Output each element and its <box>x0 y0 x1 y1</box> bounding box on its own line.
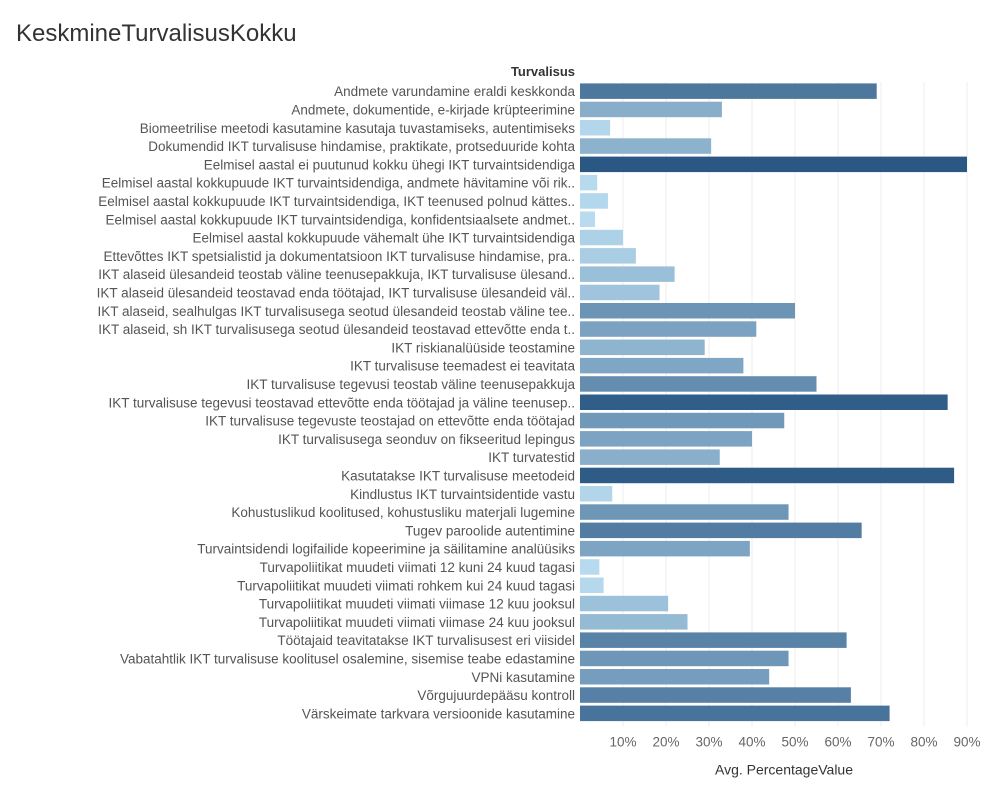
x-tick-label: 90% <box>953 735 980 750</box>
category-label: IKT turvatestid <box>488 450 575 465</box>
category-label: Andmete, dokumentide, e-kirjade krüpteer… <box>291 102 575 117</box>
bar[interactable] <box>580 486 613 502</box>
x-tick-label: 20% <box>652 735 679 750</box>
category-label: Kindlustus IKT turvaintsidentide vastu <box>350 487 575 502</box>
bar[interactable] <box>580 669 770 685</box>
category-label: Kasutatakse IKT turvalisuse meetodeid <box>341 468 575 483</box>
bar[interactable] <box>580 120 611 136</box>
category-label: IKT alaseid, sealhulgas IKT turvalisuseg… <box>97 304 575 319</box>
category-label: Dokumendid IKT turvalisuse hindamise, pr… <box>148 139 575 154</box>
bar[interactable] <box>580 339 705 356</box>
bar[interactable] <box>580 248 636 264</box>
category-label: IKT alaseid, sh IKT turvalisusega seotud… <box>98 322 575 337</box>
category-label: IKT turvalisusega seonduv on fikseeritud… <box>278 432 575 447</box>
category-label: IKT alaseid ülesandeid teostavad enda tö… <box>97 285 575 300</box>
bar[interactable] <box>580 595 669 612</box>
category-label: Vabatahtlik IKT turvalisuse koolitusel o… <box>120 651 575 666</box>
category-label: Turvaintsidendi logifailide kopeerimine … <box>197 542 575 557</box>
category-label: Biomeetrilise meetodi kasutamine kasutaj… <box>140 121 575 136</box>
category-label: Värskeimate tarkvara versioonide kasutam… <box>302 706 575 721</box>
bar[interactable] <box>580 211 596 228</box>
category-label: Turvapoliitikat muudeti viimati viimase … <box>259 615 575 630</box>
bar[interactable] <box>580 467 955 484</box>
category-label: VPNi kasutamine <box>471 670 575 685</box>
category-label: IKT riskianalüüside teostamine <box>391 340 575 355</box>
bar[interactable] <box>580 376 817 392</box>
category-label: Turvapoliitikat muudeti viimati viimase … <box>259 597 575 612</box>
row-header: Turvalisus <box>511 64 575 79</box>
category-label: Tugev paroolide autentimine <box>405 523 575 538</box>
bar[interactable] <box>580 394 948 411</box>
category-label: Turvapoliitikat muudeti viimati rohkem k… <box>237 578 575 593</box>
bar[interactable] <box>580 138 712 154</box>
bar[interactable] <box>580 614 688 630</box>
x-tick-label: 40% <box>738 735 765 750</box>
bar[interactable] <box>580 522 862 539</box>
bar[interactable] <box>580 559 600 575</box>
bar[interactable] <box>580 540 750 557</box>
bar[interactable] <box>580 577 604 594</box>
category-labels: Andmete varundamine eraldi keskkonda Andm… <box>97 84 576 721</box>
bar[interactable] <box>580 687 851 703</box>
category-label: IKT alaseid ülesandeid teostab väline te… <box>98 267 575 282</box>
x-axis-title: Avg. PercentageValue <box>715 762 853 778</box>
bar[interactable] <box>580 284 660 301</box>
bar[interactable] <box>580 705 890 722</box>
bar[interactable] <box>580 83 877 99</box>
category-label: IKT turvalisuse tegevusi teostavad ettev… <box>108 395 575 410</box>
bar[interactable] <box>580 431 752 447</box>
bar[interactable] <box>580 174 598 191</box>
x-tick-label: 70% <box>867 735 894 750</box>
category-label: IKT turvalisuse teemadest ei teavitata <box>350 359 575 374</box>
category-label: Ettevõttes IKT spetsialistid ja dokument… <box>104 249 576 264</box>
category-label: IKT turvalisuse tegevuste teostajad on e… <box>205 414 575 429</box>
bar[interactable] <box>580 193 608 209</box>
category-label: Eelmisel aastal kokkupuude vähemalt ühe … <box>193 231 576 246</box>
bar[interactable] <box>580 229 623 246</box>
x-tick-label: 50% <box>781 735 808 750</box>
bar[interactable] <box>580 321 757 337</box>
bar[interactable] <box>580 504 789 520</box>
bar[interactable] <box>580 156 967 173</box>
x-tick-label: 10% <box>609 735 636 750</box>
x-tick-label: 30% <box>695 735 722 750</box>
bar[interactable] <box>580 412 785 429</box>
bar[interactable] <box>580 101 722 118</box>
category-label: Turvapoliitikat muudeti viimati 12 kuni … <box>260 560 575 575</box>
bar[interactable] <box>580 632 847 648</box>
chart-title: KeskmineTurvalisusKokku <box>16 20 297 47</box>
category-label: IKT turvalisuse tegevusi teostab väline … <box>247 377 576 392</box>
category-label: Eelmisel aastal ei puutunud kokku ühegi … <box>204 157 576 172</box>
category-label: Eelmisel aastal kokkupuude IKT turvaints… <box>102 176 575 191</box>
category-label: Eelmisel aastal kokkupuude IKT turvaints… <box>105 212 575 227</box>
category-label: Kohustuslikud koolitused, kohustusliku m… <box>231 505 575 520</box>
bar[interactable] <box>580 303 795 319</box>
category-label: Võrgujuurdepääsu kontroll <box>417 688 575 703</box>
bar[interactable] <box>580 449 720 465</box>
bar[interactable] <box>580 357 744 374</box>
bars-group <box>580 83 967 722</box>
x-tick-label: 60% <box>824 735 851 750</box>
x-axis-ticks: 10% 20% 30% 40% 50% 60% 70% 80% 90% <box>609 735 980 750</box>
bar[interactable] <box>580 650 789 667</box>
category-label: Eelmisel aastal kokkupuude IKT turvaints… <box>98 194 575 209</box>
category-label: Töötajaid teavitatakse IKT turvalisusest… <box>277 633 575 648</box>
x-tick-label: 80% <box>910 735 937 750</box>
bar[interactable] <box>580 266 675 282</box>
category-label: Andmete varundamine eraldi keskkonda <box>334 84 575 99</box>
